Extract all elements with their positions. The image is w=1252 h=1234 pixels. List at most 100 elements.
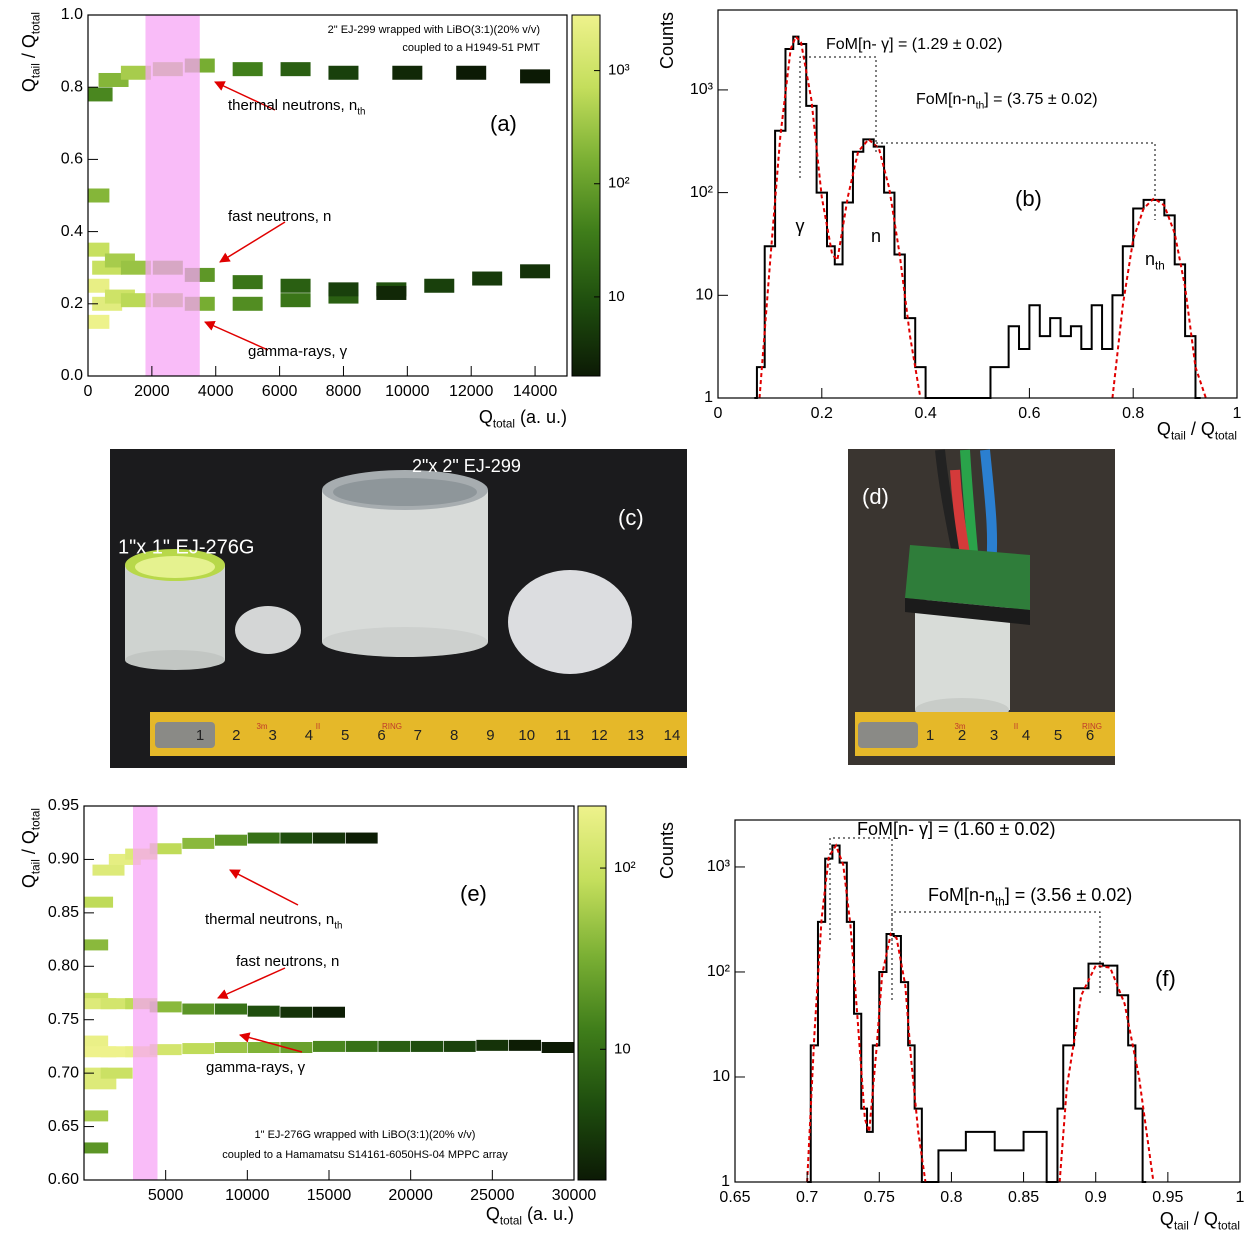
density-cell bbox=[93, 865, 125, 876]
y-tick-label: 10³ bbox=[690, 81, 714, 98]
subscript: total bbox=[1215, 429, 1237, 442]
x-tick-label: 0.75 bbox=[864, 1189, 895, 1206]
text-part: thermal neutrons, n bbox=[205, 911, 334, 928]
photo-label: (d) bbox=[862, 484, 889, 509]
density-cell bbox=[233, 62, 263, 76]
density-cell bbox=[182, 1004, 214, 1015]
density-cell bbox=[281, 279, 311, 293]
text-part: fast neutrons, n bbox=[236, 953, 339, 970]
subscript: total bbox=[493, 417, 515, 430]
highlight-band bbox=[145, 15, 199, 376]
y-axis-label: Counts bbox=[657, 822, 677, 879]
density-cell bbox=[313, 1041, 345, 1052]
ruler-mark: RING bbox=[1082, 722, 1102, 731]
x-tick-label: 14000 bbox=[513, 383, 558, 400]
density-cell bbox=[182, 1043, 214, 1054]
x-axis-label: Qtail / Qtotal bbox=[1160, 1209, 1240, 1233]
text-part: 2" EJ-299 wrapped with LiBO(3:1)(20% v/v… bbox=[328, 24, 540, 36]
text-part: fast neutrons, n bbox=[228, 208, 331, 225]
annotation: FoM[n- γ] = (1.29 ± 0.02) bbox=[826, 36, 1002, 53]
colorbar-tick-label: 10³ bbox=[608, 62, 630, 79]
subscript: th bbox=[1155, 259, 1165, 272]
text-part: gamma-rays, γ bbox=[248, 343, 348, 360]
x-tick-label: 10000 bbox=[225, 1187, 270, 1204]
annotation: 2" EJ-299 wrapped with LiBO(3:1)(20% v/v… bbox=[328, 24, 540, 36]
density-cell bbox=[88, 87, 113, 101]
subscript: total bbox=[29, 12, 42, 34]
annotation: FoM[n-nth] = (3.75 ± 0.02) bbox=[916, 91, 1098, 111]
density-cell bbox=[376, 286, 406, 300]
density-cell bbox=[215, 1004, 247, 1015]
y-tick-label: 0.2 bbox=[61, 295, 83, 312]
annotation: γ bbox=[796, 216, 805, 236]
annotation: coupled to a H1949-51 PMT bbox=[402, 42, 540, 54]
x-tick-label: 5000 bbox=[148, 1187, 184, 1204]
y-tick-label: 1 bbox=[721, 1173, 730, 1190]
density-cell bbox=[84, 939, 108, 950]
density-cell bbox=[233, 297, 263, 311]
ruler-number: 1 bbox=[196, 727, 204, 744]
density-cell bbox=[328, 282, 358, 296]
x-tick-label: 1 bbox=[1236, 1189, 1245, 1206]
density-cell bbox=[182, 838, 214, 849]
y-tick-label: 0.95 bbox=[48, 797, 79, 814]
text-part: (a) bbox=[490, 111, 517, 136]
x-tick-label: 0.8 bbox=[1122, 405, 1144, 422]
x-tick-label: 0.85 bbox=[1008, 1189, 1039, 1206]
x-tick-label: 15000 bbox=[307, 1187, 352, 1204]
annotation: gamma-rays, γ bbox=[248, 343, 348, 360]
x-tick-label: 0.95 bbox=[1152, 1189, 1183, 1206]
text-part: (a. u.) bbox=[522, 1204, 574, 1224]
text-part: Q bbox=[1157, 419, 1171, 439]
x-tick-label: 0 bbox=[84, 383, 93, 400]
figure: 1010²10³02000400060008000100001200014000… bbox=[0, 0, 1252, 1234]
ruler-number: 4 bbox=[1022, 727, 1030, 744]
density-cell bbox=[378, 1041, 410, 1052]
highlight-band bbox=[133, 806, 158, 1180]
y-tick-label: 10² bbox=[707, 963, 731, 980]
text-part: Q bbox=[19, 874, 39, 888]
text-part: Q bbox=[19, 78, 39, 92]
ruler-number: 4 bbox=[305, 727, 313, 744]
ruler-number: 3 bbox=[990, 727, 998, 744]
x-axis-label: Qtotal (a. u.) bbox=[486, 1204, 574, 1228]
colorbar-tick-label: 10² bbox=[614, 859, 636, 876]
text-part: 1" EJ-276G wrapped with LiBO(3:1)(20% v/… bbox=[255, 1129, 476, 1141]
y-tick-label: 10³ bbox=[707, 858, 731, 875]
histogram-line bbox=[754, 37, 1200, 398]
x-tick-label: 0.9 bbox=[1085, 1189, 1107, 1206]
annotation: FoM[n-nth] = (3.56 ± 0.02) bbox=[928, 885, 1132, 909]
ruler-number: 5 bbox=[341, 727, 349, 744]
density-cell bbox=[84, 1142, 108, 1153]
text-part: Counts bbox=[657, 12, 677, 69]
density-cell bbox=[84, 1110, 108, 1121]
x-tick-label: 4000 bbox=[198, 383, 234, 400]
y-tick-label: 10 bbox=[695, 287, 713, 304]
text-part: FoM[n-n bbox=[916, 91, 976, 108]
y-tick-label: 0.75 bbox=[48, 1011, 79, 1028]
density-cell bbox=[424, 279, 454, 293]
density-cell bbox=[328, 66, 358, 80]
ruler-number: 10 bbox=[518, 727, 535, 744]
text-part: Q bbox=[479, 407, 493, 427]
density-cell bbox=[411, 1041, 443, 1052]
text-part: ] = (3.56 ± 0.02) bbox=[1005, 885, 1132, 905]
x-tick-label: 0.65 bbox=[719, 1189, 750, 1206]
photo-c bbox=[110, 449, 687, 768]
arrow bbox=[220, 222, 285, 262]
x-tick-label: 20000 bbox=[388, 1187, 433, 1204]
fom-guide bbox=[892, 912, 1100, 1000]
density-cell bbox=[101, 1068, 133, 1079]
density-cell bbox=[281, 62, 311, 76]
annotation: gamma-rays, γ bbox=[206, 1059, 306, 1076]
colorbar-tick-label: 10 bbox=[608, 288, 625, 305]
annotation: fast neutrons, n bbox=[236, 953, 339, 970]
colorbar-tick-label: 10² bbox=[608, 175, 630, 192]
density-cell bbox=[456, 66, 486, 80]
y-tick-label: 0.8 bbox=[61, 78, 83, 95]
ruler-number: 2 bbox=[232, 727, 240, 744]
density-cell bbox=[88, 315, 109, 329]
ruler-number: 11 bbox=[555, 727, 571, 744]
y-tick-label: 0.65 bbox=[48, 1118, 79, 1135]
y-tick-label: 0.60 bbox=[48, 1171, 79, 1188]
